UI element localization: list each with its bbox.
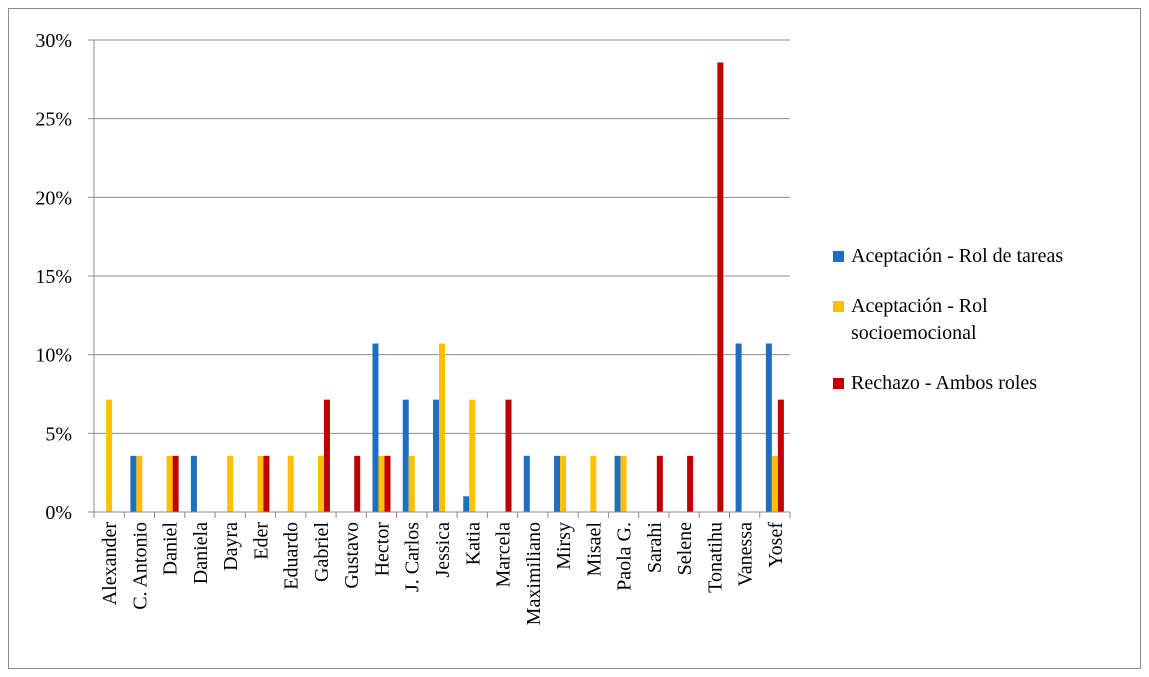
bar xyxy=(130,455,137,512)
legend-label-rol-socioemocional-line2: socioemocional xyxy=(851,322,977,344)
bar xyxy=(384,455,391,512)
bar xyxy=(166,455,173,512)
x-category-label: J. Carlos xyxy=(402,522,424,592)
y-tick-label: 10% xyxy=(35,345,72,367)
x-category-label: Paola G. xyxy=(614,522,636,591)
bar xyxy=(620,455,627,512)
bar xyxy=(765,343,772,512)
x-category-label: Sarahi xyxy=(644,522,666,574)
y-tick-label: 0% xyxy=(45,502,72,524)
bar xyxy=(190,455,197,512)
bar xyxy=(433,399,439,512)
bar xyxy=(408,455,415,512)
y-tick-label: 15% xyxy=(35,266,72,288)
x-category-label: Vanessa xyxy=(735,522,757,587)
x-category-label: Dayra xyxy=(220,522,242,571)
bar xyxy=(287,455,294,512)
x-category-label: Selene xyxy=(674,522,696,575)
x-category-label: Gabriel xyxy=(311,522,333,582)
x-category-label: Hector xyxy=(371,522,393,577)
legend-swatch-blue xyxy=(833,251,844,262)
x-category-label: Eder xyxy=(250,522,272,560)
legend-label-rol-de-tareas: Aceptación - Rol de tareas xyxy=(851,245,1064,267)
bar xyxy=(560,455,567,512)
bar xyxy=(469,399,476,512)
bar xyxy=(172,455,179,512)
legend-label-rechazo: Rechazo - Ambos roles xyxy=(851,372,1038,394)
bar xyxy=(505,399,512,512)
bar xyxy=(378,455,385,512)
bar xyxy=(439,343,445,512)
x-category-label: Marcela xyxy=(493,522,515,588)
x-category-label: Eduardo xyxy=(281,522,303,590)
legend-item-rol-de-tareas: Aceptación - Rol de tareas xyxy=(833,243,1133,270)
y-tick-label: 5% xyxy=(45,423,72,445)
x-category-label: Jessica xyxy=(432,522,454,578)
bar xyxy=(735,343,742,512)
x-category-label: Gustavo xyxy=(341,522,363,589)
bar xyxy=(614,455,621,512)
bar xyxy=(372,343,379,512)
bar xyxy=(554,455,561,512)
bar xyxy=(106,399,113,512)
x-category-label: Yosef xyxy=(765,522,787,568)
bar xyxy=(523,455,530,512)
bar xyxy=(263,455,270,512)
x-category-label: Katia xyxy=(462,522,484,565)
bar xyxy=(257,455,264,512)
x-category-label: Mirsy xyxy=(553,522,575,570)
y-tick-label: 30% xyxy=(35,30,72,52)
legend-item-rechazo: Rechazo - Ambos roles xyxy=(833,370,1133,397)
bar xyxy=(777,399,784,512)
bar xyxy=(463,496,470,512)
bar xyxy=(687,455,694,512)
x-category-label: Daniel xyxy=(160,522,182,576)
legend-swatch-yellow xyxy=(833,301,844,312)
x-category-label: Tonatihu xyxy=(704,522,726,593)
y-tick-label: 25% xyxy=(35,109,72,131)
x-category-label: Maximiliano xyxy=(523,522,545,625)
bar xyxy=(136,455,143,512)
x-category-label: Alexander xyxy=(99,522,121,606)
legend: Aceptación - Rol de tareas Aceptación - … xyxy=(833,243,1133,397)
legend-label-rol-socioemocional-line1: Aceptación - Rol xyxy=(851,295,988,317)
legend-item-rol-socioemocional: Aceptación - Rol socioemocional xyxy=(833,293,1133,347)
bar xyxy=(590,455,597,512)
y-tick-label: 20% xyxy=(35,187,72,209)
x-category-label: Misael xyxy=(583,522,605,577)
bar xyxy=(323,399,330,512)
bar xyxy=(227,455,234,512)
x-category-label: C. Antonio xyxy=(129,522,151,610)
legend-swatch-red xyxy=(833,378,844,389)
bar xyxy=(354,455,361,512)
bar xyxy=(402,399,409,512)
x-category-label: Daniela xyxy=(190,522,212,584)
bar xyxy=(317,455,324,512)
bar xyxy=(771,455,778,512)
bar xyxy=(656,455,663,512)
bar xyxy=(717,62,724,513)
